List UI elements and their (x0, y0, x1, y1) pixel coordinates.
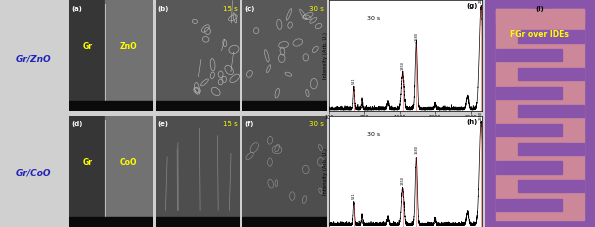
Bar (69, 217, 154, 227)
Text: (d): (d) (71, 121, 82, 127)
Bar (496, 161, 562, 174)
Text: 521: 521 (352, 193, 356, 200)
Text: ZnO: ZnO (119, 42, 137, 51)
Text: 30 s: 30 s (367, 132, 380, 137)
Text: 15 s: 15 s (223, 6, 237, 12)
Text: 1350: 1350 (400, 176, 405, 185)
Text: (g): (g) (466, 3, 478, 9)
X-axis label: Raman Shift (cm$^{-1}$): Raman Shift (cm$^{-1}$) (379, 122, 432, 132)
Y-axis label: Intensity (Arb. U.): Intensity (Arb. U.) (322, 148, 328, 195)
Bar (105, 0, 154, 111)
Bar (518, 30, 584, 42)
Text: 1580: 1580 (414, 32, 418, 41)
Text: 2680: 2680 (479, 111, 483, 120)
Bar (518, 68, 584, 80)
Text: (b): (b) (158, 6, 169, 12)
Text: 30 s: 30 s (367, 16, 380, 21)
Bar (551, 9, 584, 22)
Bar (518, 143, 584, 155)
Bar (518, 180, 584, 192)
Bar (518, 105, 584, 118)
Text: 521: 521 (352, 77, 356, 84)
Text: 15 s: 15 s (223, 121, 237, 127)
Text: FGr over IDEs: FGr over IDEs (511, 30, 569, 39)
Text: 1580: 1580 (414, 145, 418, 154)
Bar (496, 49, 562, 61)
Text: CoO: CoO (120, 158, 137, 167)
Text: 1350: 1350 (400, 61, 405, 70)
Bar (69, 0, 105, 111)
Text: Gr/CoO: Gr/CoO (15, 168, 51, 177)
Y-axis label: Intensity (Arb. U.): Intensity (Arb. U.) (322, 32, 328, 79)
Text: (h): (h) (466, 119, 478, 125)
Bar (69, 101, 154, 111)
Bar (496, 86, 562, 99)
Text: Gr/ZnO: Gr/ZnO (15, 54, 51, 64)
Bar (156, 217, 240, 227)
Text: 30 s: 30 s (309, 6, 324, 12)
Text: (f): (f) (244, 121, 253, 127)
Bar (156, 101, 240, 111)
Text: Gr: Gr (83, 158, 93, 167)
Text: (e): (e) (158, 121, 168, 127)
Text: Gr: Gr (83, 42, 93, 51)
Bar (496, 9, 529, 22)
Bar (496, 199, 562, 211)
Text: 2680: 2680 (479, 0, 483, 3)
Text: (a): (a) (71, 6, 82, 12)
Text: (c): (c) (244, 6, 255, 12)
Bar (242, 101, 327, 111)
Text: 30 s: 30 s (309, 121, 324, 127)
Text: (i): (i) (536, 6, 544, 12)
Bar (69, 116, 105, 227)
Bar (496, 124, 562, 136)
Bar (105, 116, 154, 227)
Bar (242, 217, 327, 227)
Bar (496, 9, 584, 220)
